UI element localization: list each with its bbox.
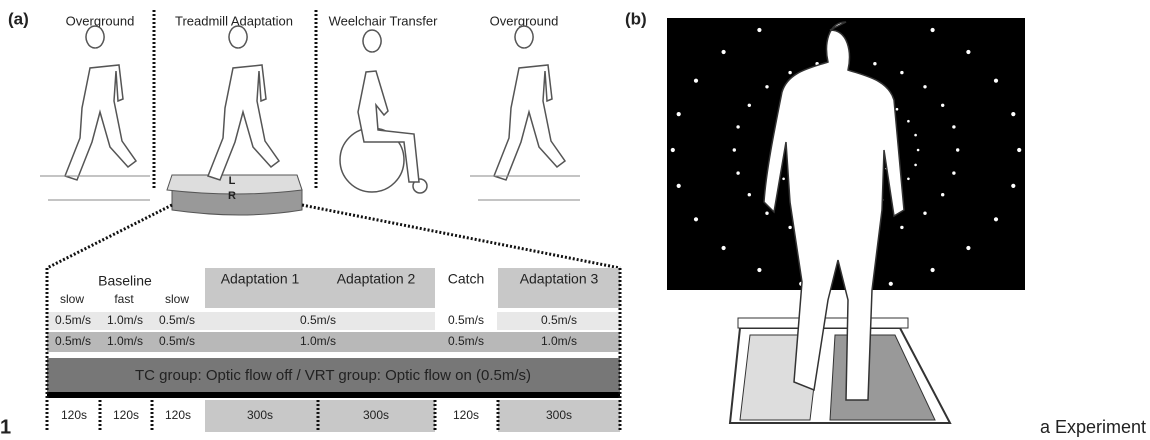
flow-dot [736,125,740,129]
speed-cell: 0.5m/s [448,334,484,348]
flow-dot [923,85,927,89]
flow-dot [693,217,699,222]
belt-label: R [228,190,236,202]
stage-label: Weelchair Transfer [329,13,439,28]
duration-cell: 300s [247,408,273,422]
flow-dot [900,225,904,230]
flow-dot [907,119,910,123]
flow-dot [966,245,971,251]
flow-dot [721,49,726,55]
flow-dot [952,171,956,175]
walker-figure [470,25,580,201]
flow-dot [993,78,999,83]
flow-dot [732,148,736,152]
flow-dot [952,125,956,129]
panel-label: (a) [8,9,29,28]
flow-dot [941,193,945,197]
duration-cell: 120s [453,408,479,422]
zoom-line [46,203,173,270]
flow-dot [747,103,751,108]
person-silhouette [763,21,905,401]
flow-dot [941,103,945,108]
column-header: Catch [448,271,485,287]
flow-dot [693,78,699,83]
flow-dot [736,171,740,175]
flow-dot [782,177,785,181]
speed-cell: 0.5m/s [448,313,484,327]
duration-cell: 120s [165,408,191,422]
speed-cell: 0.5m/s [300,313,336,327]
belt-label: L [229,175,236,187]
flow-dot [676,112,681,117]
flow-dot [916,148,920,152]
speed-cell: 0.5m/s [55,313,91,327]
figure-number: 1 [0,416,11,438]
sub-header: slow [60,292,84,306]
sub-header: fast [114,292,134,306]
flow-dot [914,133,917,137]
flow-dot [907,177,910,181]
flow-dot [895,107,899,111]
speed-cell: 0.5m/s [159,313,195,327]
flow-dot [930,27,935,33]
speed-cell: 1.0m/s [107,313,143,327]
flow-dot [900,70,904,75]
flow-dot [993,217,999,222]
duration-cell: 300s [546,408,572,422]
flow-dot [670,147,675,153]
duration-cell: 120s [113,408,139,422]
flow-dot [757,267,762,273]
flow-dot [765,211,769,215]
treadmill-figure: L R [166,25,303,216]
flow-dot [956,148,960,152]
flow-dot [788,225,792,230]
flow-dot [721,245,726,251]
speed-cell: 1.0m/s [300,334,336,348]
duration-cell: 300s [363,408,389,422]
wheelchair-figure [339,29,428,194]
flow-dot [1017,147,1022,153]
panel-label: (b) [625,9,647,28]
walker-figure [40,25,150,201]
flow-dot [888,281,893,286]
column-header: Baseline [98,273,152,289]
flow-dot [1011,112,1016,117]
caption: a Experiment [1040,417,1146,437]
sub-header: slow [165,292,189,306]
flow-dot [923,211,927,215]
flow-dot [1011,183,1016,188]
flow-dot [966,49,971,55]
flow-dot [757,27,762,33]
stage-label: Overground [66,13,135,28]
stage-label: Overground [490,13,559,28]
speed-cell: 0.5m/s [55,334,91,348]
flow-dot [765,85,769,89]
flow-dot [930,267,935,273]
group-row: TC group: Optic flow off / VRT group: Op… [135,367,531,384]
flow-dot [788,70,792,75]
column-header: Adaptation 2 [337,271,416,287]
column-header: Adaptation 1 [221,271,300,287]
flow-dot [873,62,877,66]
speed-cell: 1.0m/s [541,334,577,348]
speed-cell: 0.5m/s [159,334,195,348]
column-header: Adaptation 3 [520,271,599,287]
treadmill-figure [728,317,952,424]
table [45,268,622,432]
flow-dot [676,183,681,188]
speed-cell: 0.5m/s [541,313,577,327]
stage-label: Treadmill Adaptation [175,13,293,28]
duration-cell: 120s [61,408,87,422]
speed-cell: 1.0m/s [107,334,143,348]
flow-dot [914,163,917,167]
flow-dot [747,193,751,197]
zoom-line [301,203,621,270]
